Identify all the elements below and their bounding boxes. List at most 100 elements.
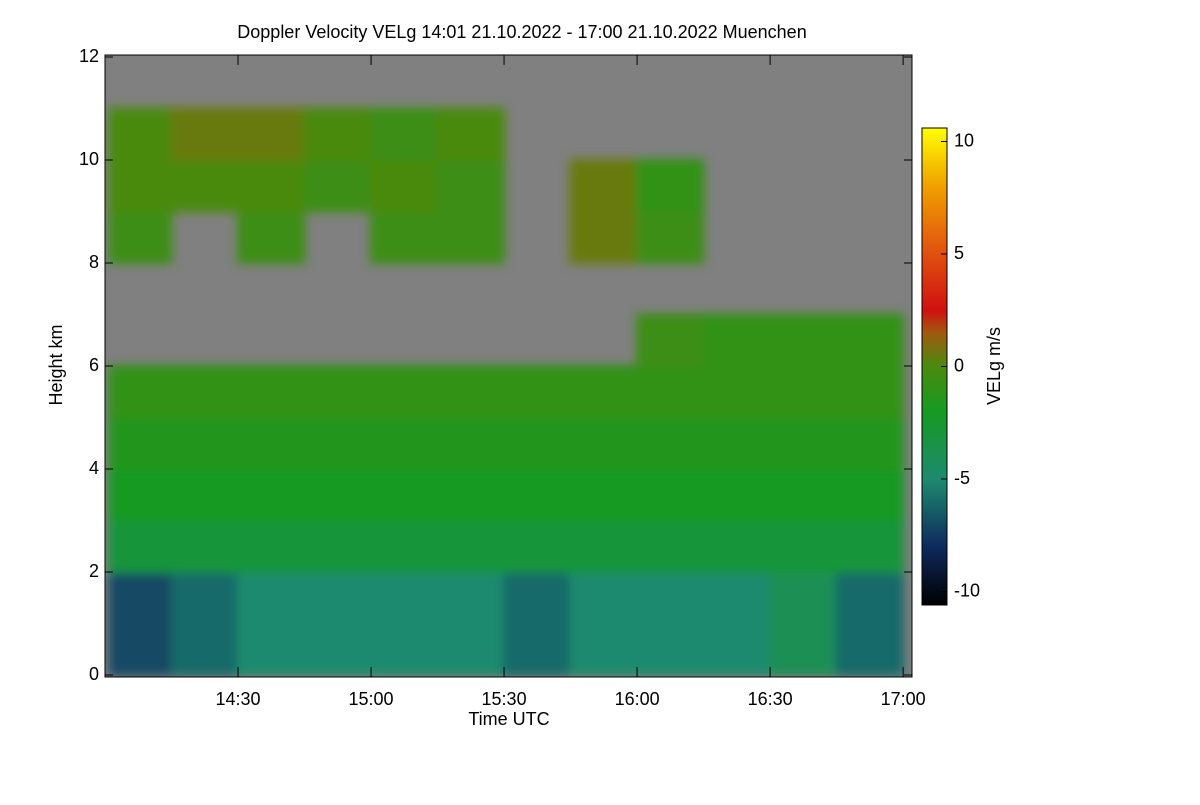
heatmap-cell: [303, 519, 373, 573]
colorbar-tick-label: 5: [954, 243, 964, 263]
heatmap-cell: [636, 365, 705, 419]
heatmap-cell: [108, 571, 173, 625]
heatmap-cell: [436, 107, 506, 161]
heatmap-cell: [108, 365, 173, 419]
heatmap-cell: [835, 365, 905, 419]
heatmap-cell: [303, 416, 373, 470]
heatmap-cell: [303, 365, 373, 419]
y-tick-label: 8: [89, 252, 99, 272]
heatmap-cell: [636, 622, 705, 676]
heatmap-cell: [503, 622, 572, 676]
heatmap-cell: [769, 571, 838, 625]
heatmap-cell: [569, 622, 639, 676]
heatmap-cell: [769, 416, 838, 470]
heatmap-cell: [370, 468, 439, 522]
chart-title: Doppler Velocity VELg 14:01 21.10.2022 -…: [237, 22, 806, 42]
y-tick-label: 6: [89, 355, 99, 375]
heatmap-cell: [503, 365, 572, 419]
heatmap-cell: [436, 571, 506, 625]
heatmap-cell: [370, 365, 439, 419]
heatmap-cell: [436, 416, 506, 470]
heatmap-cell: [769, 365, 838, 419]
heatmap-cell: [702, 519, 772, 573]
heatmap-cell: [569, 571, 639, 625]
heatmap-cell: [636, 313, 705, 367]
heatmap-cell: [170, 571, 240, 625]
heatmap-cell: [835, 571, 905, 625]
heatmap-cell: [370, 519, 439, 573]
heatmap-cell: [170, 622, 240, 676]
heatmap-cell: [170, 107, 240, 161]
colorbar-tick-label: -5: [954, 468, 970, 488]
x-tick-label: 16:30: [748, 689, 793, 709]
heatmap-cell: [370, 210, 439, 264]
heatmap-cell: [436, 519, 506, 573]
heatmap-cell: [636, 468, 705, 522]
heatmap-cell: [702, 571, 772, 625]
heatmap-cell: [702, 313, 772, 367]
heatmap-cell: [108, 622, 173, 676]
heatmap-cell: [769, 468, 838, 522]
heatmap-cell: [436, 365, 506, 419]
heatmap-cell: [702, 416, 772, 470]
heatmap-cell: [835, 468, 905, 522]
x-tick-label: 15:00: [349, 689, 394, 709]
colorbar-label: VELg m/s: [984, 327, 1004, 405]
heatmap-cell: [835, 622, 905, 676]
heatmap-cell: [436, 159, 506, 213]
heatmap-cell: [835, 313, 905, 367]
heatmap-cell: [237, 468, 306, 522]
heatmap-cell: [237, 159, 306, 213]
x-axis-label: Time UTC: [468, 709, 549, 729]
heatmap-cell: [636, 416, 705, 470]
y-tick-label: 0: [89, 664, 99, 684]
y-axis-label: Height km: [46, 324, 66, 405]
heatmap-cell: [636, 571, 705, 625]
y-tick-label: 12: [79, 46, 99, 66]
heatmap-cell: [237, 571, 306, 625]
x-tick-label: 16:00: [615, 689, 660, 709]
heatmap-cell: [170, 468, 240, 522]
heatmap-cell: [636, 159, 705, 213]
heatmap-cell: [370, 416, 439, 470]
heatmap-cell: [569, 159, 639, 213]
heatmap-cell: [237, 365, 306, 419]
heatmap-cell: [170, 365, 240, 419]
heatmap-cell: [569, 210, 639, 264]
heatmap-cell: [303, 107, 373, 161]
heatmap-cell: [237, 107, 306, 161]
heatmap-cell: [835, 519, 905, 573]
heatmap-cell: [303, 571, 373, 625]
heatmap-cell: [237, 210, 306, 264]
heatmap-cell: [237, 416, 306, 470]
colorbar-tick-label: -10: [954, 580, 980, 600]
heatmap-cell: [170, 416, 240, 470]
heatmap-cell: [108, 107, 173, 161]
heatmap-cell: [569, 468, 639, 522]
heatmap-cell: [503, 468, 572, 522]
heatmap-cell: [769, 519, 838, 573]
heatmap-cell: [303, 159, 373, 213]
heatmap-cell: [370, 159, 439, 213]
heatmap-cell: [170, 519, 240, 573]
heatmap-cell: [370, 107, 439, 161]
heatmap-cell: [503, 416, 572, 470]
heatmap-cell: [108, 519, 173, 573]
heatmap-cell: [237, 519, 306, 573]
x-tick-label: 14:30: [215, 689, 260, 709]
x-tick-label: 17:00: [881, 689, 926, 709]
y-tick-label: 10: [79, 149, 99, 169]
heatmap-cell: [108, 468, 173, 522]
heatmap-cell: [569, 416, 639, 470]
heatmap-cell: [503, 519, 572, 573]
heatmap-cell: [636, 519, 705, 573]
heatmap-cell: [835, 416, 905, 470]
heatmap: [108, 107, 905, 676]
y-tick-label: 2: [89, 561, 99, 581]
heatmap-cell: [170, 159, 240, 213]
heatmap-cell: [702, 622, 772, 676]
heatmap-cell: [436, 210, 506, 264]
heatmap-cell: [237, 622, 306, 676]
heatmap-cell: [108, 416, 173, 470]
